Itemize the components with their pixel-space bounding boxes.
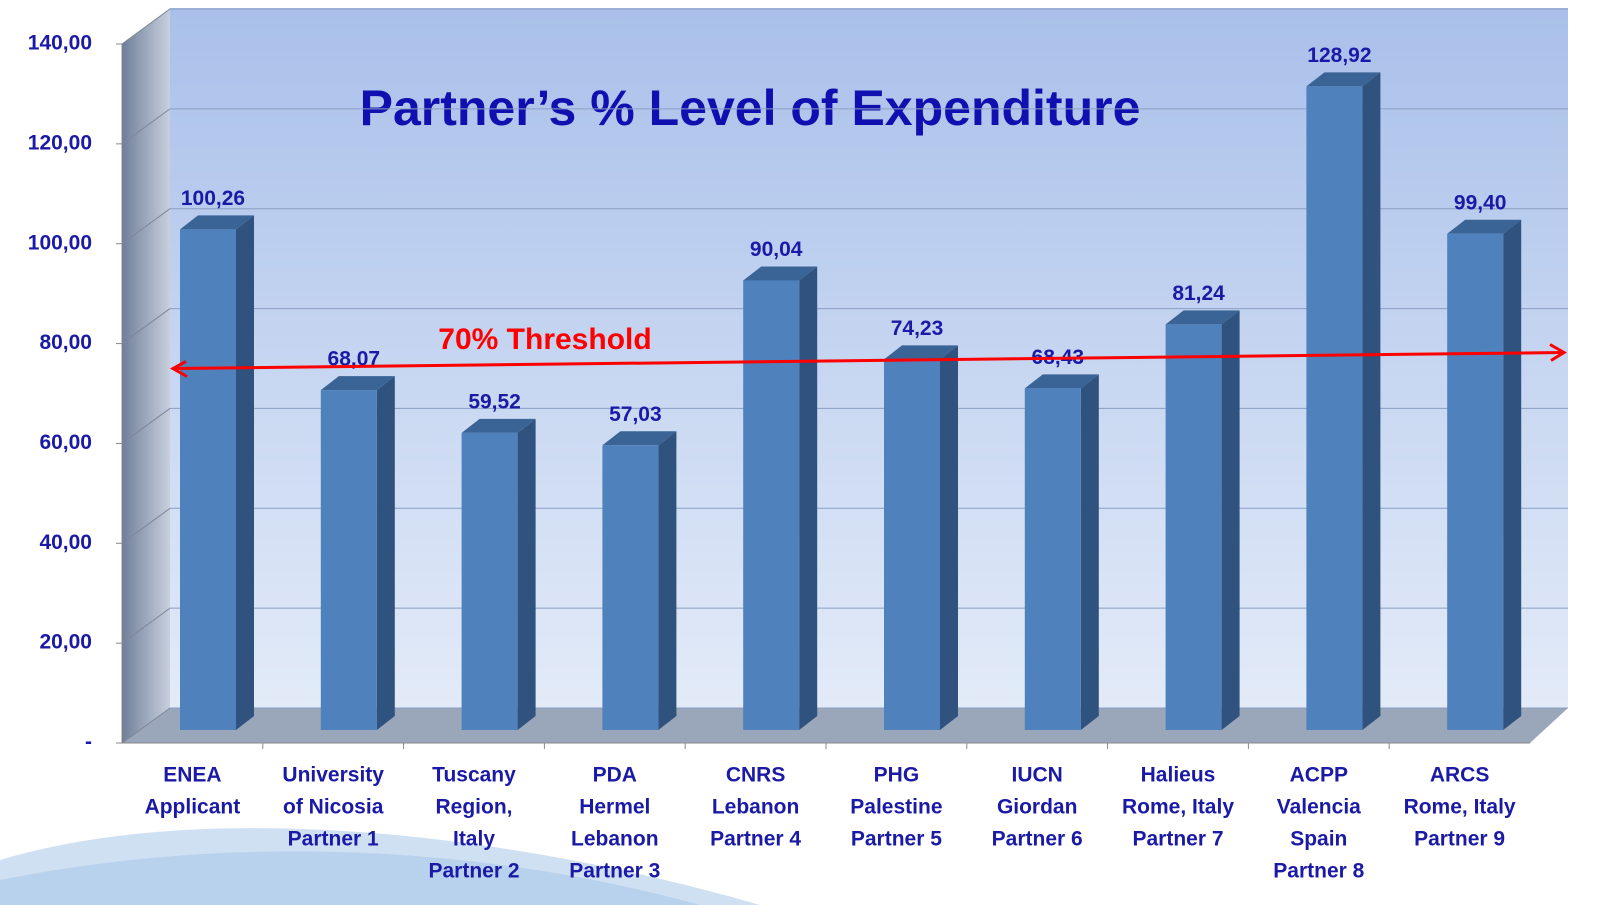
x-tick-label: Partner 3 <box>569 860 660 883</box>
x-tick-label: Partner 1 <box>288 828 379 851</box>
x-tick-label: PHG <box>874 764 920 787</box>
x-tick-label: Hermel <box>579 796 650 819</box>
x-tick-label: Partner 6 <box>992 828 1083 851</box>
grid-line <box>121 208 171 245</box>
x-tick-label: Partner 4 <box>710 828 801 851</box>
grid-line <box>121 607 171 644</box>
grid-line <box>121 8 171 45</box>
chart-title: Partner’s % Level of Expenditure <box>360 80 1141 136</box>
x-tick-label: Rome, Italy <box>1122 796 1234 819</box>
x-tick-label: Partner 9 <box>1414 828 1505 851</box>
bar-side <box>517 418 536 730</box>
bar-top <box>1024 374 1099 389</box>
bar-top <box>1306 72 1381 87</box>
x-tick-label: ARCS <box>1430 764 1490 787</box>
y-tick-label: 80,00 <box>39 331 92 354</box>
x-tick-label: Valencia <box>1277 796 1361 819</box>
bar-side <box>799 266 818 730</box>
x-tick-label: Partner 2 <box>428 860 519 883</box>
bar <box>320 390 377 730</box>
y-tick-label: 120,00 <box>28 131 92 154</box>
bar-top <box>602 431 677 446</box>
y-tick-label: 140,00 <box>28 32 92 55</box>
bar-side <box>1080 374 1099 730</box>
threshold-label: 70% Threshold <box>438 323 651 356</box>
bar <box>884 359 940 730</box>
bar-side <box>376 376 395 730</box>
value-label: 90,04 <box>750 238 803 261</box>
x-tick-label: Lebanon <box>712 796 800 819</box>
bar-side <box>236 215 254 730</box>
bar-side <box>1221 310 1240 730</box>
bar <box>180 229 236 730</box>
bar-top <box>1447 219 1522 234</box>
grid-line <box>121 707 171 744</box>
arrow-head <box>1549 343 1567 362</box>
bar-side <box>658 431 677 730</box>
bar <box>1447 233 1504 730</box>
x-tick-label: Tuscany <box>432 764 516 787</box>
bar-side <box>1503 219 1522 730</box>
y-tick-label: 100,00 <box>28 231 92 254</box>
x-tick-label: of Nicosia <box>283 796 384 819</box>
side-wall <box>122 8 170 743</box>
arrow-head <box>169 360 188 378</box>
y-tick-label: 20,00 <box>39 631 92 654</box>
grid-line <box>121 108 171 145</box>
threshold-line <box>173 351 1564 370</box>
grid-line <box>121 308 171 344</box>
x-tick-label: Partner 5 <box>851 828 942 851</box>
bar <box>602 445 659 730</box>
bar-top <box>1165 310 1240 325</box>
grid-line <box>121 507 171 544</box>
bar <box>1024 388 1081 730</box>
value-label: 59,52 <box>468 390 521 413</box>
x-tick-label: Applicant <box>145 796 241 819</box>
x-tick-label: ACPP <box>1290 764 1348 787</box>
value-label: 100,26 <box>181 187 245 210</box>
x-tick-label: Partner 7 <box>1132 828 1223 851</box>
x-tick-label: Lebanon <box>571 828 659 851</box>
bar <box>461 432 518 730</box>
bar-top <box>180 215 254 230</box>
decor-swirl <box>0 851 700 905</box>
y-tick-label: 60,00 <box>39 431 92 454</box>
x-tick-label: PDA <box>593 764 637 787</box>
y-tick-label: 40,00 <box>39 531 92 554</box>
value-label: 81,24 <box>1172 282 1225 305</box>
bar-top <box>743 266 818 281</box>
x-tick-label: Partner 8 <box>1273 860 1364 883</box>
x-tick-label: Rome, Italy <box>1404 796 1516 819</box>
bar <box>743 280 800 730</box>
value-label: 128,92 <box>1307 44 1371 67</box>
bar-side <box>1362 72 1381 730</box>
value-label: 99,40 <box>1454 191 1507 214</box>
x-tick-label: Palestine <box>850 796 942 819</box>
grid-line <box>121 408 171 444</box>
x-tick-label: Spain <box>1290 828 1347 851</box>
x-tick-label: CNRS <box>726 764 786 787</box>
x-tick-label: ENEA <box>163 764 221 787</box>
bar-top <box>461 418 536 433</box>
x-tick-label: University <box>282 764 384 787</box>
x-tick-label: Region, <box>436 796 513 819</box>
bar-top <box>884 345 958 360</box>
y-tick-label: - <box>85 731 92 754</box>
bar <box>1306 86 1363 730</box>
value-label: 57,03 <box>609 403 662 426</box>
x-tick-label: IUCN <box>1012 764 1063 787</box>
x-tick-label: Halieus <box>1141 764 1216 787</box>
bar-top <box>320 376 395 391</box>
bar <box>1165 324 1222 730</box>
bar-side <box>940 345 958 730</box>
x-tick-label: Italy <box>453 828 495 851</box>
value-label: 74,23 <box>891 317 944 340</box>
x-tick-label: Giordan <box>997 796 1078 819</box>
